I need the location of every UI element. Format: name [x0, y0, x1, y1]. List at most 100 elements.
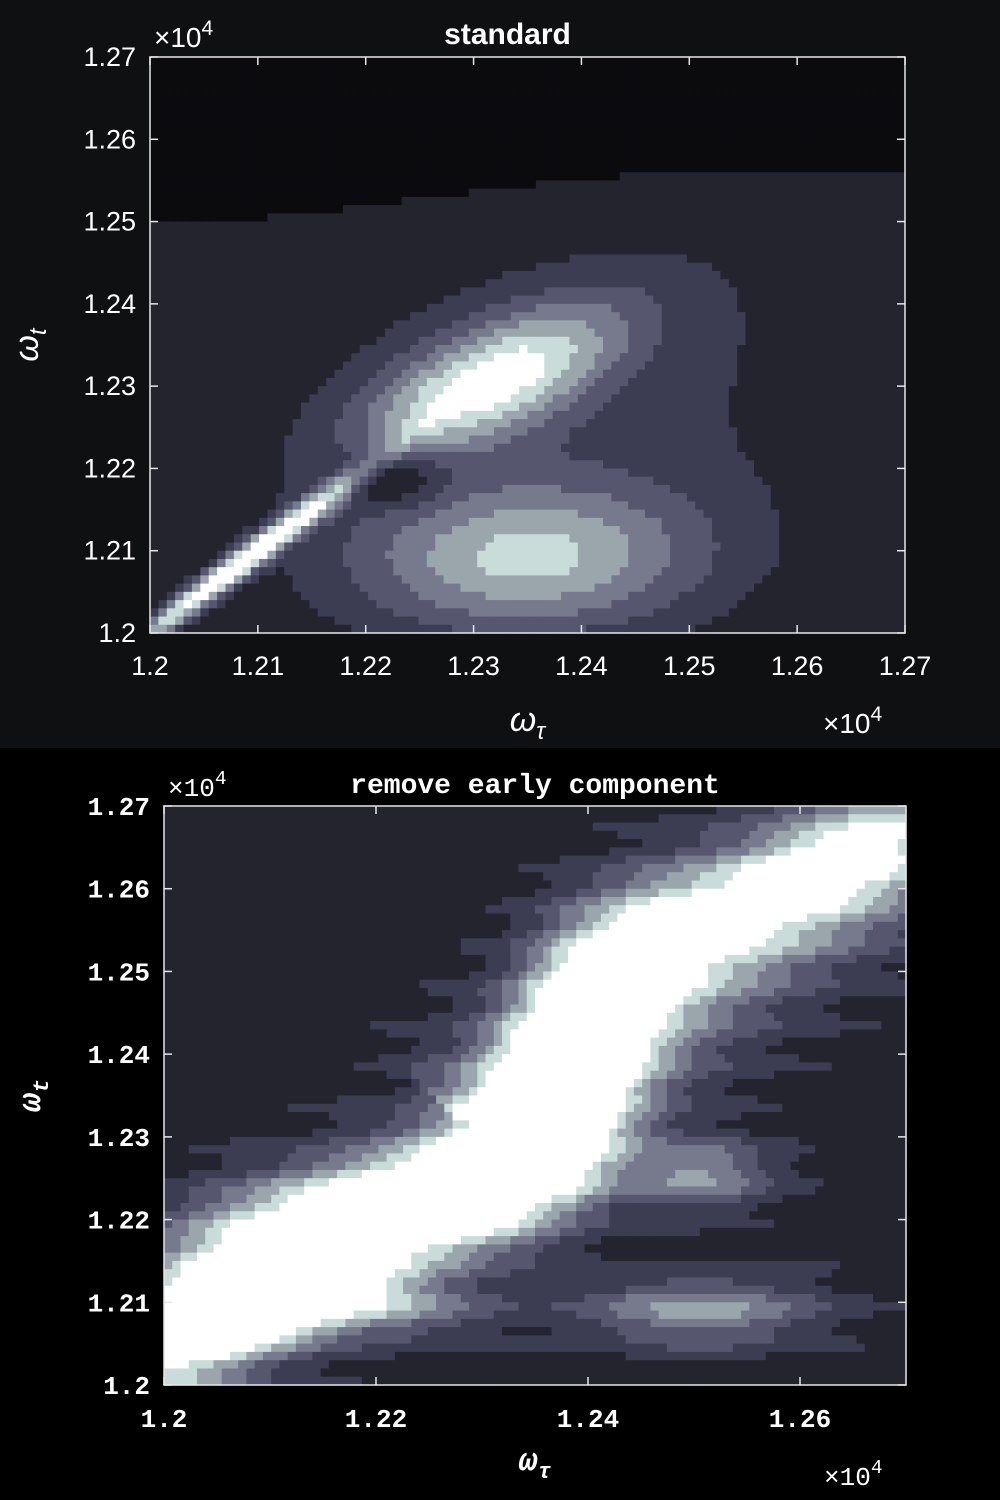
contour-cell — [208, 427, 218, 437]
contour-cell — [636, 303, 646, 313]
contour-cell — [166, 616, 176, 626]
contour-cell — [250, 377, 260, 387]
contour-cell — [410, 575, 420, 585]
contour-cell — [183, 402, 193, 412]
contour-cell — [720, 583, 730, 593]
contour-cell — [183, 361, 193, 371]
contour-cell — [460, 484, 470, 494]
contour-cell — [661, 402, 671, 412]
contour-cell — [175, 567, 185, 576]
contour-cell — [250, 402, 260, 412]
contour-cell — [292, 468, 302, 478]
contour-cell — [477, 229, 487, 239]
contour-cell — [603, 369, 612, 379]
contour-cell — [485, 402, 495, 412]
contour-cell — [535, 369, 545, 379]
contour-cell — [519, 303, 529, 313]
contour-cell — [703, 410, 713, 420]
contour-cell — [611, 139, 621, 149]
contour-cell — [628, 229, 638, 239]
contour-cell — [376, 600, 386, 609]
contour-cell — [636, 583, 646, 593]
contour-cell — [225, 509, 235, 519]
contour-cell — [309, 591, 319, 601]
contour-cell — [166, 550, 176, 560]
contour-cell — [452, 575, 461, 585]
contour-cell — [191, 353, 201, 363]
contour-cell — [217, 509, 227, 519]
contour-cell — [250, 320, 260, 330]
contour-cell — [728, 600, 738, 609]
contour-cell — [158, 435, 168, 445]
contour-cell — [452, 163, 461, 173]
contour-cell — [502, 196, 512, 206]
contour-cell — [519, 221, 529, 231]
contour-cell — [544, 493, 554, 502]
contour-cell — [376, 287, 386, 297]
contour-cell — [603, 336, 612, 346]
contour-cell — [561, 122, 571, 132]
contour-cell — [183, 122, 193, 132]
contour-cell — [384, 460, 394, 470]
contour-cell — [561, 542, 571, 552]
contour-cell — [468, 122, 478, 132]
contour-cell — [435, 361, 445, 371]
contour-cell — [468, 575, 478, 585]
contour-cell — [678, 57, 688, 66]
contour-cell — [594, 336, 604, 346]
contour-cell — [686, 550, 696, 560]
contour-cell — [376, 476, 386, 486]
contour-cell — [275, 583, 285, 593]
contour-cell — [519, 616, 529, 626]
contour-cell — [368, 443, 378, 453]
contour-cell — [334, 238, 344, 247]
contour-cell — [150, 89, 159, 99]
contour-cell — [309, 468, 319, 478]
contour-cell — [259, 542, 269, 552]
contour-cell — [510, 583, 520, 593]
contour-cell — [351, 616, 361, 626]
contour-cell — [242, 295, 252, 305]
contour-cell — [502, 353, 512, 363]
contour-cell — [292, 526, 302, 535]
contour-cell — [561, 106, 571, 116]
contour-cell — [208, 608, 218, 618]
contour-cell — [158, 558, 168, 568]
contour-cell — [745, 106, 755, 116]
contour-cell — [208, 624, 218, 634]
contour-cell — [359, 509, 369, 519]
contour-cell — [695, 493, 705, 502]
contour-cell — [351, 163, 361, 173]
contour-cell — [183, 279, 193, 288]
contour-cell — [166, 328, 176, 338]
contour-cell — [443, 386, 453, 395]
contour-cell — [460, 57, 470, 66]
contour-cell — [695, 476, 705, 486]
contour-cell — [368, 542, 378, 552]
contour-cell — [259, 139, 269, 149]
contour-cell — [477, 131, 487, 140]
contour-cell — [166, 238, 176, 247]
contour-cell — [359, 369, 369, 379]
contour-cell — [301, 476, 310, 486]
contour-cell — [628, 345, 638, 354]
contour-cell — [267, 188, 277, 198]
contour-cell — [535, 73, 545, 83]
contour-cell — [452, 213, 461, 223]
contour-cell — [452, 312, 461, 321]
contour-cell — [527, 163, 537, 173]
contour-cell — [527, 526, 537, 535]
contour-cell — [661, 262, 671, 272]
contour-cell — [233, 443, 243, 453]
contour-cell — [695, 287, 705, 297]
contour-cell — [502, 147, 512, 157]
contour-cell — [510, 81, 520, 91]
contour-cell — [200, 205, 210, 214]
contour-cell — [728, 394, 738, 404]
contour-cell — [351, 57, 361, 66]
contour-cell — [208, 468, 218, 478]
contour-cell — [158, 312, 168, 321]
contour-cell — [217, 312, 227, 321]
contour-cell — [477, 501, 487, 511]
contour-cell — [510, 484, 520, 494]
